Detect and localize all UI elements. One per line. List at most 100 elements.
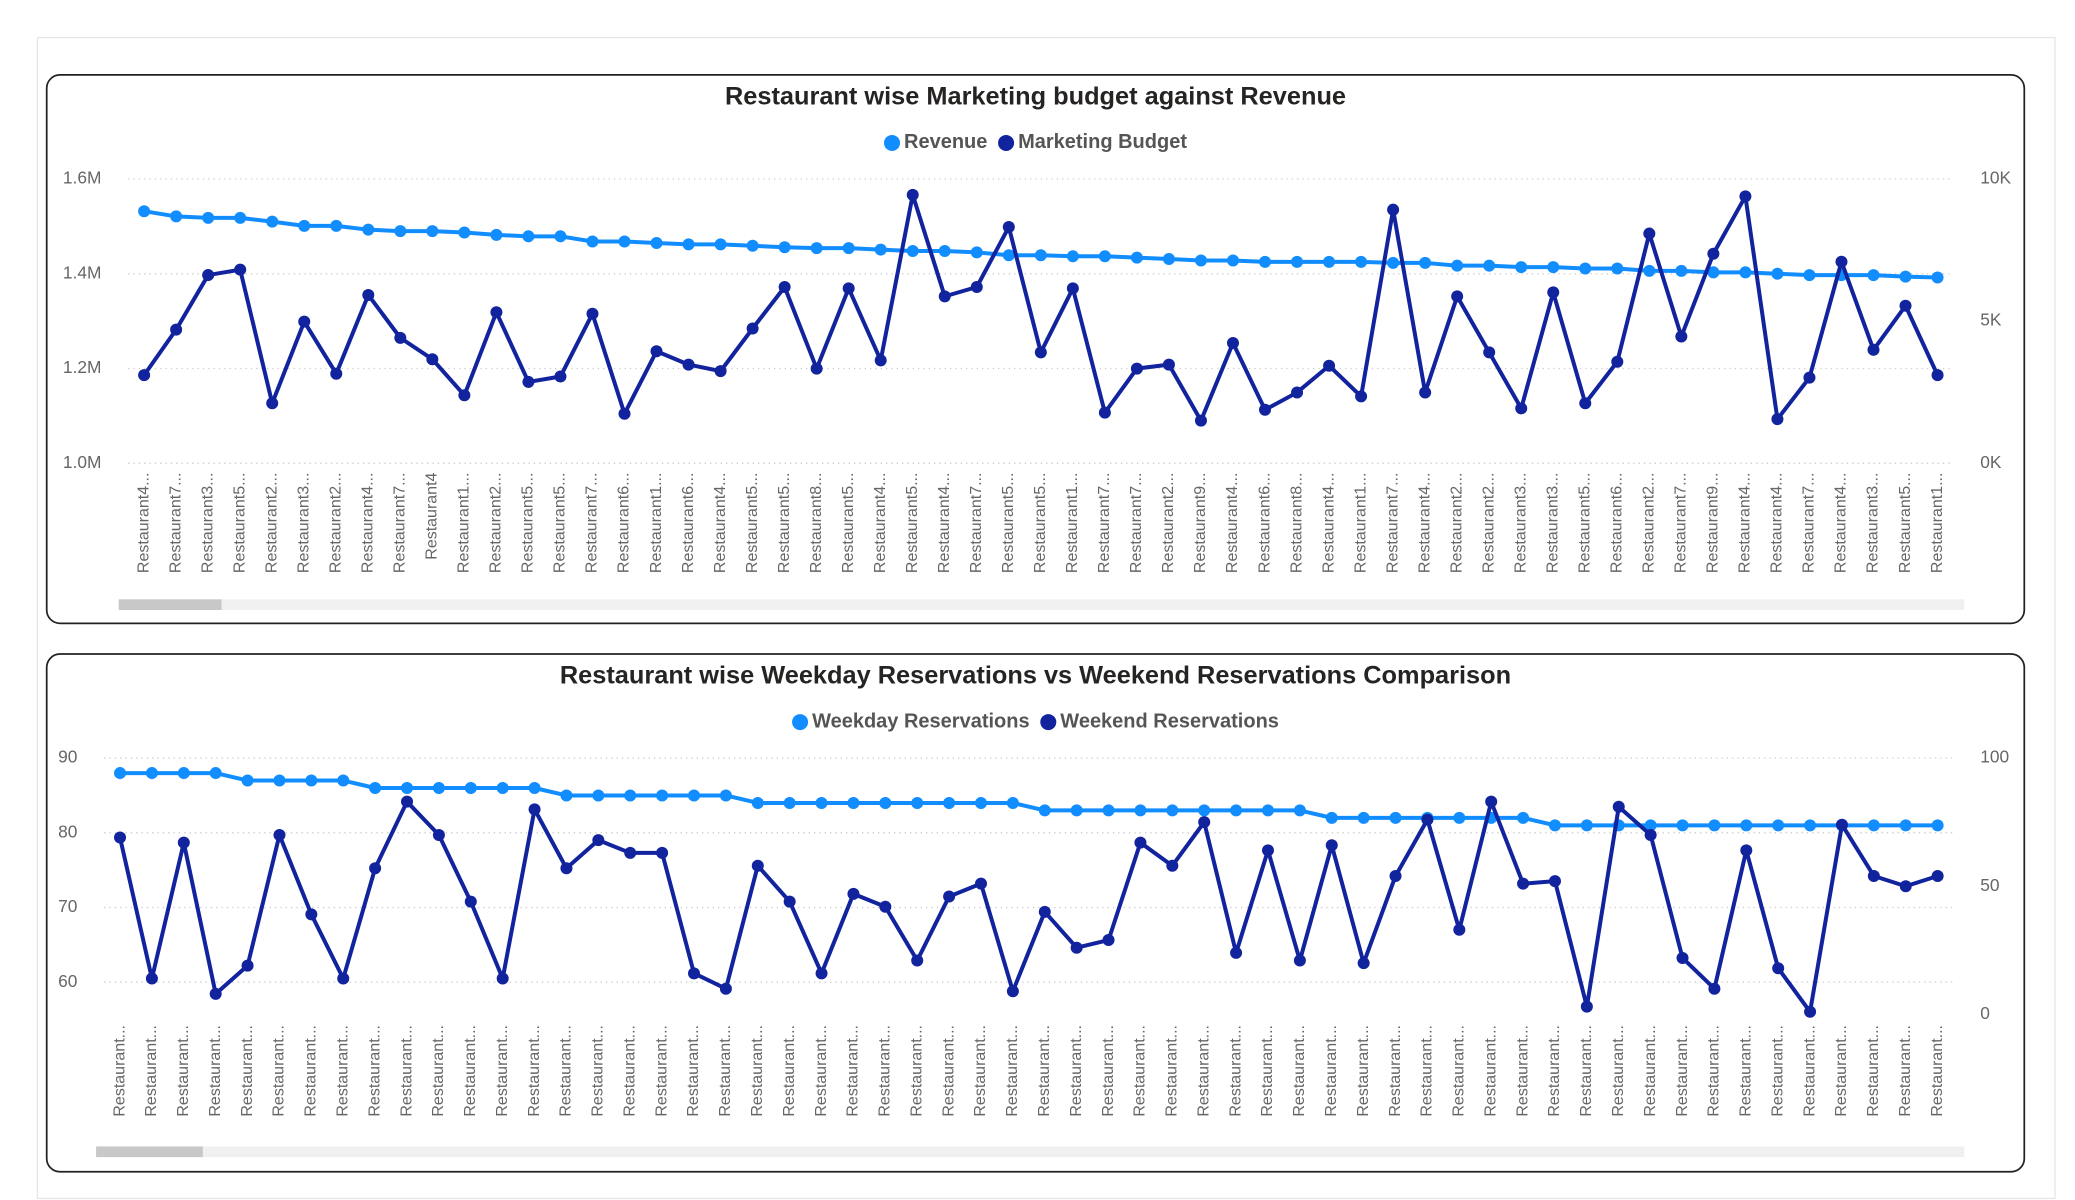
data-point — [426, 225, 439, 238]
x-tick-label: Restaurant1... — [1352, 473, 1369, 574]
data-point — [1323, 255, 1336, 268]
y2-tick-label: 5K — [1980, 310, 2002, 330]
data-point — [1098, 406, 1111, 419]
x-tick-label: Restaurant... — [143, 1025, 160, 1117]
data-point — [1517, 877, 1530, 890]
x-tick-label: Restaurant... — [558, 1025, 575, 1117]
data-point — [145, 767, 158, 780]
x-tick-label: Restaurant... — [1706, 1025, 1723, 1117]
x-tick-label: Restaurant5... — [552, 473, 569, 574]
data-point — [714, 238, 727, 251]
data-point — [783, 796, 796, 809]
data-point — [810, 362, 823, 375]
data-point — [369, 862, 382, 875]
data-point — [1708, 982, 1721, 995]
data-point — [1676, 951, 1689, 964]
scrollbar-thumb[interactable] — [118, 599, 222, 611]
data-point — [1931, 369, 1944, 382]
data-point — [1611, 262, 1624, 275]
data-point — [1357, 957, 1370, 970]
data-point — [1194, 254, 1207, 267]
data-point — [1771, 267, 1784, 280]
x-tick-label: Restaurant3... — [199, 473, 216, 574]
data-point — [1419, 386, 1432, 399]
data-point — [1740, 819, 1753, 832]
data-point — [114, 831, 127, 844]
scrollbar-thumb[interactable] — [96, 1146, 203, 1158]
data-point — [1707, 266, 1720, 279]
data-point — [1325, 839, 1338, 852]
x-tick-label: Restaurant... — [1419, 1025, 1436, 1117]
x-tick-label: Restaurant5... — [1032, 473, 1049, 574]
data-point — [783, 895, 796, 908]
x-tick-label: Restaurant7... — [1128, 473, 1145, 574]
x-tick-label: Restaurant... — [1164, 1025, 1181, 1117]
data-point — [1803, 269, 1816, 282]
legend-marker — [792, 714, 809, 731]
legend-marker — [1040, 714, 1057, 731]
x-tick-label: Restaurant8... — [1288, 473, 1305, 574]
data-point — [810, 242, 823, 255]
x-tick-label: Restaurant... — [1004, 1025, 1021, 1117]
chart-title: Restaurant wise Weekday Reservations vs … — [560, 661, 1511, 689]
x-tick-label: Restaurant... — [1259, 1025, 1276, 1117]
x-tick-label: Restaurant... — [908, 1025, 925, 1117]
x-tick-label: Restaurant... — [1195, 1025, 1212, 1117]
x-tick-label: Restaurant... — [1674, 1025, 1691, 1117]
data-point — [1931, 271, 1944, 284]
x-tick-label: Restaurant2... — [1160, 473, 1177, 574]
data-point — [618, 235, 631, 248]
data-point — [177, 836, 190, 849]
data-point — [305, 774, 318, 787]
x-tick-label: Restaurant4... — [1833, 473, 1850, 574]
data-point — [458, 389, 471, 402]
x-tick-label: Restaurant7... — [1384, 473, 1401, 574]
data-point — [974, 796, 987, 809]
data-point — [241, 774, 254, 787]
x-tick-label: Restaurant2... — [1480, 473, 1497, 574]
x-tick-label: Restaurant7... — [1801, 473, 1818, 574]
x-tick-label: Restaurant... — [1227, 1025, 1244, 1117]
data-point — [560, 789, 573, 802]
data-point — [1325, 811, 1338, 824]
x-tick-label: Restaurant5... — [1577, 473, 1594, 574]
data-point — [943, 890, 956, 903]
x-tick-label: Restaurant... — [1132, 1025, 1149, 1117]
data-point — [1517, 811, 1530, 824]
x-tick-label: Restaurant... — [590, 1025, 607, 1117]
data-point — [1899, 819, 1912, 832]
legend-marker — [884, 134, 901, 151]
data-point — [1675, 330, 1688, 343]
x-tick-label: Restaurant... — [877, 1025, 894, 1117]
x-tick-label: Restaurant... — [494, 1025, 511, 1117]
card-border — [45, 653, 2026, 1173]
data-point — [1867, 819, 1880, 832]
data-point — [879, 900, 892, 913]
data-point — [1453, 923, 1466, 936]
data-point — [719, 982, 732, 995]
x-tick-label: Restaurant5... — [231, 473, 248, 574]
data-point — [1419, 256, 1432, 269]
data-point — [1483, 259, 1496, 272]
data-point — [1803, 371, 1816, 384]
data-point — [177, 767, 190, 780]
data-point — [528, 803, 541, 816]
data-point — [974, 877, 987, 890]
data-point — [1070, 804, 1083, 817]
x-tick-label: Restaurant5... — [776, 473, 793, 574]
x-tick-label: Restaurant4... — [1416, 473, 1433, 574]
data-point — [1451, 290, 1464, 303]
data-point — [1931, 819, 1944, 832]
data-point — [1708, 819, 1721, 832]
chart-card: Restaurant wise Marketing budget against… — [45, 74, 2026, 625]
y2-tick-label: 0 — [1980, 1003, 1990, 1023]
data-point — [170, 323, 183, 336]
data-point — [305, 908, 318, 921]
data-point — [554, 230, 567, 243]
data-point — [394, 225, 407, 238]
data-point — [1038, 905, 1051, 918]
data-point — [1547, 261, 1560, 274]
x-tick-label: Restaurant... — [207, 1025, 224, 1117]
x-tick-label: Restaurant4... — [1737, 473, 1754, 574]
